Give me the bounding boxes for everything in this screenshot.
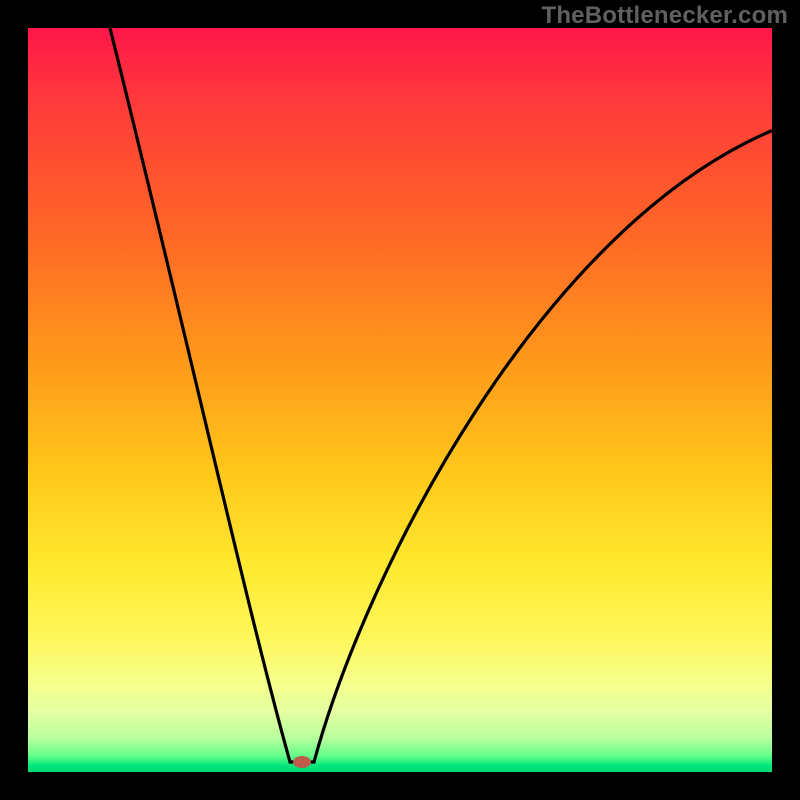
optimal-point-marker <box>293 756 311 768</box>
watermark-text: TheBottlenecker.com <box>541 2 788 30</box>
bottleneck-curve <box>0 0 800 800</box>
curve-path <box>110 28 771 762</box>
chart-container: TheBottlenecker.com <box>0 0 800 800</box>
